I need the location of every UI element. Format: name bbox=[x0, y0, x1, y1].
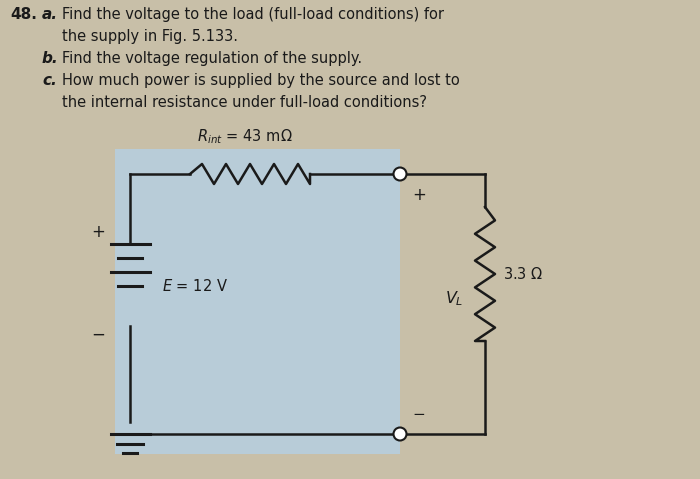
Text: a.: a. bbox=[42, 7, 58, 22]
Text: 48.: 48. bbox=[10, 7, 37, 22]
Text: −: − bbox=[412, 407, 425, 422]
Text: $E$ = 12 V: $E$ = 12 V bbox=[162, 278, 228, 294]
Circle shape bbox=[393, 168, 407, 181]
FancyBboxPatch shape bbox=[115, 149, 400, 454]
Text: 3.3 $\Omega$: 3.3 $\Omega$ bbox=[503, 266, 543, 282]
Text: b.: b. bbox=[42, 51, 59, 66]
Text: +: + bbox=[91, 223, 105, 241]
Text: $R_{int}$ = 43 m$\Omega$: $R_{int}$ = 43 m$\Omega$ bbox=[197, 127, 293, 146]
Circle shape bbox=[393, 427, 407, 441]
Text: the internal resistance under full-load conditions?: the internal resistance under full-load … bbox=[62, 95, 427, 110]
Text: the supply in Fig. 5.133.: the supply in Fig. 5.133. bbox=[62, 29, 238, 44]
Text: Find the voltage regulation of the supply.: Find the voltage regulation of the suppl… bbox=[62, 51, 362, 66]
Text: −: − bbox=[91, 326, 105, 344]
Text: Find the voltage to the load (full-load conditions) for: Find the voltage to the load (full-load … bbox=[62, 7, 444, 22]
Text: c.: c. bbox=[42, 73, 57, 88]
Text: $V_L$: $V_L$ bbox=[445, 290, 463, 308]
Text: How much power is supplied by the source and lost to: How much power is supplied by the source… bbox=[62, 73, 460, 88]
Text: +: + bbox=[412, 186, 426, 204]
